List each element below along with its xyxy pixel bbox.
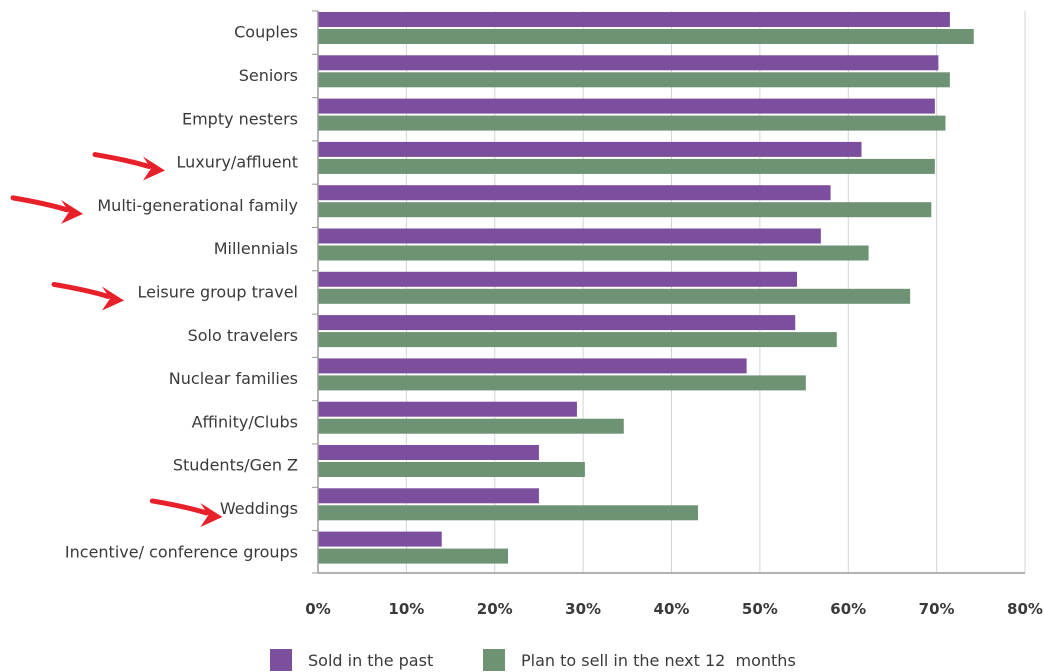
bar-plan	[318, 29, 974, 44]
category-label: Affinity/Clubs	[192, 412, 298, 431]
bar-sold	[318, 141, 862, 157]
x-tick-label: 80%	[1007, 600, 1043, 618]
category-label: Couples	[234, 23, 298, 42]
arrow-shaft	[92, 152, 152, 170]
bar-sold	[318, 445, 539, 460]
category-label: Seniors	[239, 66, 298, 85]
legend-swatch-sold	[270, 649, 292, 671]
x-tick-label: 60%	[830, 600, 866, 618]
category-label: Millennials	[214, 239, 298, 258]
x-tick-label: 50%	[742, 600, 778, 618]
x-tick-labels: 0% 10% 20% 30% 40% 50% 60% 70% 80%	[305, 600, 1043, 618]
bar-plan	[318, 548, 509, 564]
bar-sold	[318, 12, 950, 27]
bar-plan	[318, 462, 585, 477]
bar-sold	[318, 531, 442, 547]
legend-label-plan: Plan to sell in the next 12 months	[521, 651, 796, 670]
x-tick-label: 40%	[654, 600, 690, 618]
category-label: Nuclear families	[169, 369, 298, 388]
bar-plan	[318, 375, 806, 391]
category-label: Luxury/affluent	[177, 153, 299, 172]
bar-sold	[318, 271, 797, 287]
bar-sold	[318, 55, 939, 71]
bar-plan	[318, 505, 699, 521]
bar-plan	[318, 245, 869, 261]
arrow-shaft	[51, 281, 111, 299]
arrow-head	[102, 286, 124, 311]
bar-plan	[318, 332, 837, 348]
arrow-shaft	[10, 195, 70, 213]
category-label: Empty nesters	[182, 109, 298, 128]
category-labels: Couples Seniors Empty nesters Luxury/afflue…	[65, 23, 298, 562]
bars-group	[318, 12, 974, 564]
bar-plan	[318, 288, 911, 304]
x-tick-label: 70%	[919, 600, 955, 618]
x-tick-label: 30%	[565, 600, 601, 618]
bar-plan	[318, 115, 946, 131]
category-label: Incentive/ conference groups	[65, 542, 298, 561]
bar-sold	[318, 185, 831, 201]
bar-plan	[318, 72, 950, 88]
red-arrow-icon	[51, 281, 124, 311]
bar-sold	[318, 488, 539, 504]
category-label: Leisure group travel	[137, 282, 298, 301]
arrow-head	[61, 199, 83, 224]
bar-sold	[318, 401, 577, 417]
bar-sold	[318, 228, 821, 244]
red-arrow-icon	[149, 498, 223, 527]
bar-plan	[318, 418, 624, 434]
bar-sold	[318, 315, 796, 331]
red-arrow-icon	[92, 152, 165, 181]
category-label: Solo travelers	[188, 326, 298, 345]
legend-label-sold: Sold in the past	[308, 651, 433, 670]
arrow-head	[200, 502, 223, 527]
arrow-head	[143, 156, 165, 181]
bar-sold	[318, 98, 935, 114]
bar-plan	[318, 202, 932, 218]
x-tick-label: 0%	[305, 600, 330, 618]
category-label: Weddings	[220, 499, 298, 518]
bar-sold	[318, 358, 747, 374]
category-label: Students/Gen Z	[173, 456, 298, 475]
arrow-shaft	[149, 498, 209, 516]
axis-group	[312, 10, 1025, 574]
legend: Sold in the past Plan to sell in the nex…	[270, 649, 796, 671]
red-arrow-icon	[10, 195, 83, 224]
x-tick-label: 20%	[477, 600, 513, 618]
bar-plan	[318, 158, 935, 174]
annotation-arrows	[10, 152, 223, 527]
category-label: Multi-generational family	[97, 196, 298, 215]
legend-swatch-plan	[483, 649, 505, 671]
x-tick-label: 10%	[388, 600, 424, 618]
